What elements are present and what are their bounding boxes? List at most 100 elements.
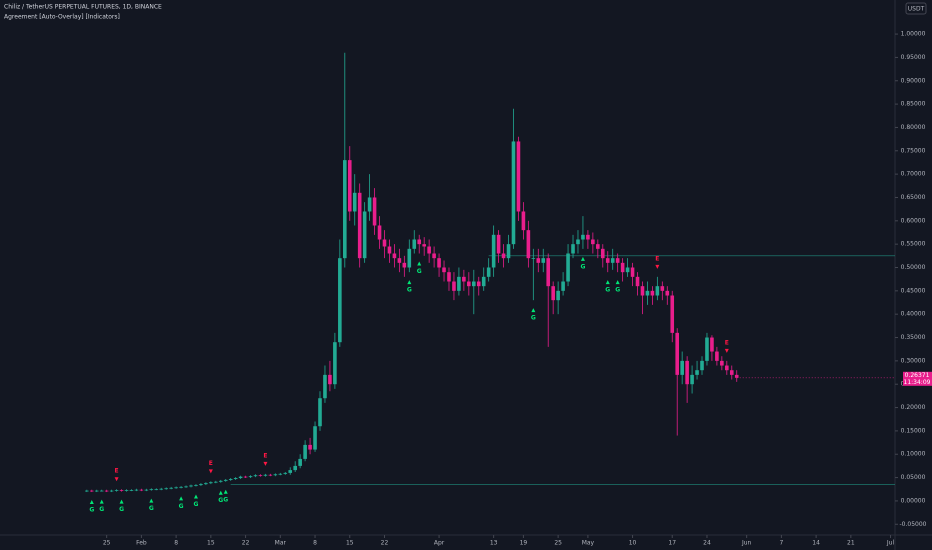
candle-body	[551, 286, 555, 301]
candle-body	[169, 487, 173, 489]
candle-body	[194, 485, 198, 486]
x-tick-label: 17	[668, 540, 676, 547]
buy-label: G	[179, 503, 184, 510]
buy-label: G	[119, 506, 124, 513]
candle-body	[680, 360, 684, 375]
candle-body	[303, 444, 307, 459]
candle-body	[506, 244, 511, 259]
candle-body	[690, 374, 694, 385]
candle-body	[263, 474, 268, 476]
candle-body	[85, 490, 89, 492]
y-tick-label: 0.80000	[901, 124, 926, 131]
candle-body	[328, 374, 332, 385]
sell-label: E	[263, 452, 267, 459]
sell-arrow	[263, 461, 268, 466]
candle-body	[407, 248, 412, 268]
y-tick-label: 0.55000	[901, 241, 926, 248]
candle-body	[467, 281, 471, 287]
candle-body	[462, 276, 466, 282]
candle-body	[179, 486, 183, 488]
candle-body	[476, 281, 481, 287]
candle-body	[561, 281, 565, 291]
candle-body	[382, 239, 387, 247]
candle-body	[278, 473, 283, 475]
candle-body	[442, 267, 446, 273]
y-tick-label: 0.15000	[901, 427, 926, 434]
x-tick-label: 15	[207, 540, 215, 547]
candle-body	[700, 360, 704, 371]
candle-body	[710, 337, 714, 352]
candle-body	[496, 234, 501, 254]
candle-body	[531, 258, 536, 259]
buy-arrow	[179, 496, 184, 501]
sell-arrow	[724, 348, 729, 353]
candle-body	[452, 281, 456, 291]
countdown: 11:34:09	[904, 379, 931, 386]
candle-body	[313, 426, 317, 450]
currency[interactable]: USDT	[908, 6, 925, 13]
x-tick-label: 25	[103, 540, 111, 547]
candle-body	[734, 374, 739, 378]
candle-body	[204, 483, 208, 485]
candle-body	[635, 276, 640, 287]
candle-body	[218, 480, 223, 482]
candle-body	[308, 444, 312, 450]
currency-box[interactable]	[905, 2, 927, 15]
buy-arrow	[580, 256, 585, 261]
chart-title: Chiliz / TetherUS PERPETUAL FUTURES, 1D,…	[4, 4, 162, 11]
candle-body	[338, 258, 342, 343]
candle-body	[705, 337, 709, 361]
x-tick-label: Apr	[434, 540, 445, 547]
candle-body	[104, 490, 109, 492]
candle-body	[610, 258, 615, 263]
sell-arrow	[114, 477, 119, 482]
buy-label: G	[149, 505, 154, 512]
candle-body	[268, 474, 273, 476]
candle-body	[685, 360, 689, 385]
x-tick-label: 14	[812, 540, 820, 547]
candle-body	[238, 476, 243, 479]
last-price-label: 0.26371	[905, 372, 930, 379]
candle-body	[109, 490, 114, 492]
candle-body	[620, 262, 625, 273]
buy-arrow	[605, 280, 610, 285]
candle-body	[526, 230, 531, 259]
x-tick-label: 25	[554, 540, 562, 547]
x-tick-label: 22	[381, 540, 389, 547]
candle-body	[432, 253, 436, 259]
candle-body	[660, 286, 665, 291]
candle-body	[228, 478, 233, 480]
candle-body	[541, 258, 546, 263]
y-tick-label: 0.20000	[901, 404, 926, 411]
candle-body	[199, 484, 203, 486]
buy-arrow	[417, 261, 422, 266]
candle-body	[511, 141, 516, 245]
buy-arrow	[99, 499, 104, 504]
candle-body	[333, 342, 337, 385]
candle-body	[586, 234, 590, 240]
buy-label: G	[580, 263, 585, 270]
candle-body	[248, 476, 253, 478]
sell-arrow	[208, 469, 213, 474]
candle-body	[139, 489, 144, 491]
buy-arrow	[531, 308, 536, 313]
x-tick-label: 19	[520, 540, 528, 547]
buy-label: G	[615, 287, 620, 294]
candle-body	[149, 489, 154, 491]
y-tick-label: 0.35000	[901, 334, 926, 341]
candle-body	[129, 490, 134, 491]
y-tick-label: 0.30000	[901, 357, 926, 364]
buy-arrow	[223, 489, 228, 494]
candle-body	[258, 475, 263, 477]
sell-label: E	[655, 255, 659, 262]
y-tick-label: 0.05000	[901, 474, 926, 481]
candle-body	[223, 479, 228, 481]
x-tick-label: 8	[174, 540, 178, 547]
candle-body	[695, 370, 699, 375]
candle-body	[233, 478, 238, 479]
y-tick-label: -0.05000	[900, 521, 927, 528]
candle-body	[521, 211, 526, 231]
candle-body	[471, 281, 476, 287]
sell-label: E	[725, 339, 729, 346]
